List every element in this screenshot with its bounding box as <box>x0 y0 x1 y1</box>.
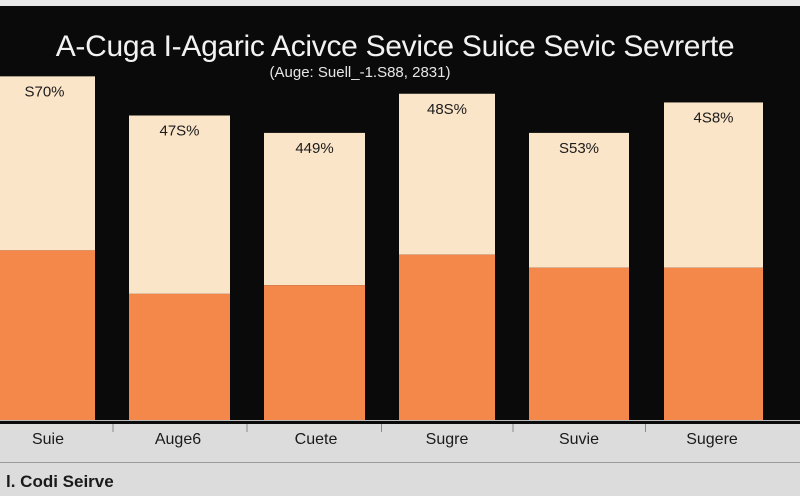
chart-title: A-Cuga I-Agaric Acivce Sevice Suice Sevi… <box>55 30 735 63</box>
chart-subtitle: (Auge: Suell_-1.S88, 2831) <box>269 64 451 81</box>
data-label-3: 449% <box>295 140 333 157</box>
bar-upper-4 <box>399 93 495 255</box>
x-tick-label-2: Auge6 <box>155 431 201 448</box>
bar-lower-2 <box>129 293 230 420</box>
category-axis-band <box>0 424 800 496</box>
bar-upper-2 <box>129 115 230 294</box>
x-tick-label-1: Suie <box>32 431 64 448</box>
data-label-5: S53% <box>559 140 599 157</box>
bar-lower-4 <box>399 254 495 420</box>
x-tick-label-5: Suvie <box>559 431 599 448</box>
bar-upper-1 <box>0 76 95 251</box>
bar-lower-1 <box>0 250 95 420</box>
data-label-6: 4S8% <box>693 109 733 126</box>
data-label-2: 47S% <box>159 123 199 140</box>
bar-upper-5 <box>529 132 629 268</box>
bar-lower-3 <box>264 285 365 420</box>
footer-divider <box>0 462 800 463</box>
footer-label: l. Codi Seirve <box>6 472 114 491</box>
bar-upper-6 <box>664 102 763 268</box>
bar-lower-6 <box>664 267 763 420</box>
bar-lower-5 <box>529 267 629 420</box>
bar-upper-3 <box>264 132 365 286</box>
data-label-1: S70% <box>24 83 64 100</box>
data-label-4: 48S% <box>427 101 467 118</box>
top-band <box>0 0 800 6</box>
x-tick-label-6: Sugere <box>686 431 738 448</box>
x-tick-label-4: Sugre <box>426 431 469 448</box>
x-tick-label-3: Cuete <box>295 431 338 448</box>
